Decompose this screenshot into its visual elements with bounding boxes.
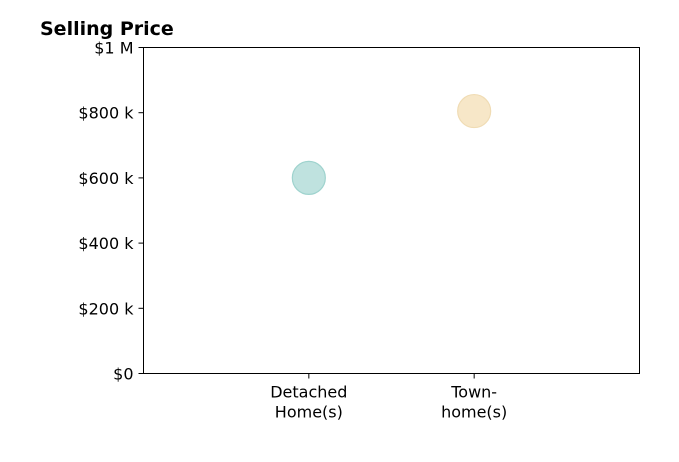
- y-tick-label: $200 k: [78, 299, 134, 318]
- y-tick-label: $600 k: [78, 169, 134, 188]
- x-tick-label: Detached: [270, 383, 347, 402]
- data-point: [457, 93, 492, 129]
- x-tick-label: Home(s): [275, 403, 343, 422]
- y-tick-label: $800 k: [78, 104, 134, 123]
- y-tick-label: $0: [113, 365, 133, 384]
- data-point: [291, 160, 326, 195]
- y-tick-label: $1 M: [94, 39, 133, 58]
- chart-title: Selling Price: [40, 18, 174, 40]
- data-points: [291, 93, 492, 195]
- x-tick-label: home(s): [441, 403, 507, 422]
- plot-area-frame: [143, 47, 640, 374]
- x-tick-label: Town-: [450, 383, 497, 402]
- y-axis: $0 $200 k $400 k $600 k $800 k $1 M: [78, 39, 144, 384]
- y-tick-label: $400 k: [78, 234, 134, 253]
